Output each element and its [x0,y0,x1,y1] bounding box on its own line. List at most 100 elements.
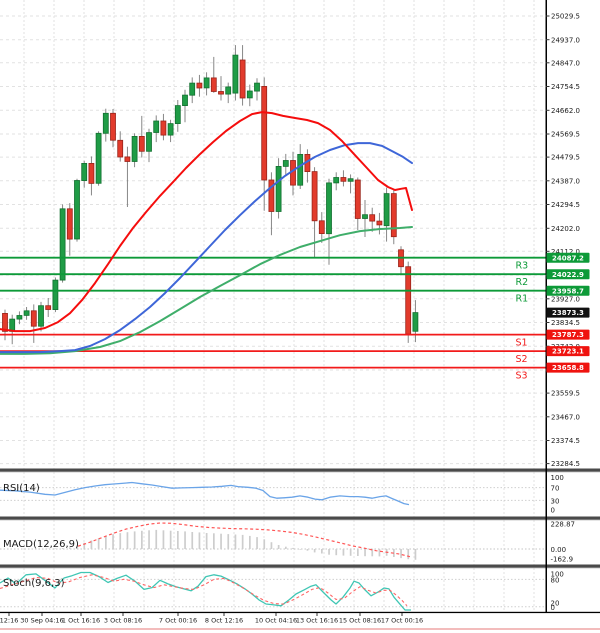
resistance-badge-r1 [546,285,590,296]
macd-histogram-bar [177,531,179,549]
candle [110,112,116,141]
candle [225,86,232,95]
candle [167,123,174,136]
time-tick-label: 10 Oct 04:16 [255,617,297,625]
candle [189,82,196,96]
candle [412,312,419,332]
candle [362,214,368,219]
time-tick-label: 7 Oct 00:16 [159,617,197,625]
macd-histogram-bar [400,549,402,559]
candle [138,135,145,152]
resistance-badge-r3 [546,252,590,263]
macd-histogram-bar [241,534,244,549]
candle [376,220,383,226]
macd-histogram-bar [141,530,143,549]
price-tick-label: 24569.5 [551,131,580,139]
support-label-s1: S1 [516,338,528,349]
candle [52,279,59,311]
current-price-badge-text: 23873.3 [552,309,584,317]
price-tick-label: 24387.0 [551,177,580,185]
panel-divider-edge [0,471,600,473]
candle [311,171,318,222]
macd-histogram-bar [162,530,165,549]
rsi-line [0,481,410,506]
candle [131,135,138,162]
rsi-scale-label: 100 [551,474,564,482]
candle [95,132,102,184]
panel-divider-edge [0,567,600,569]
time-tick-label: 17 Oct 00:16 [381,617,423,625]
panel-divider [0,468,600,472]
candle [297,153,304,186]
price-tick-label: 23834.5 [551,319,580,327]
macd-histogram-bar [270,542,273,549]
macd-signal-line [77,522,412,558]
macd-histogram-bar [69,547,71,549]
macd-histogram-bar [126,532,129,549]
resistance-badge-r2-text: 24022.9 [552,271,584,279]
macd-histogram-bar [328,549,330,555]
resistance-badge-r3-text: 24087.2 [552,254,584,262]
candle [333,177,340,184]
price-tick-label: 24112.0 [551,248,580,256]
macd-histogram-bar [112,534,114,549]
candle [16,315,23,320]
macd-histogram-bar [357,549,359,556]
support-badge-s2 [546,346,590,357]
macd-histogram-bar [105,535,107,549]
resistance-badge-r1-text: 23958.7 [552,287,584,295]
price-tick-label: 23467.0 [551,413,580,421]
candle [153,120,160,133]
price-tick-label: 25029.5 [551,13,580,21]
stoch-k-line [0,571,411,611]
macd-histogram-bar [234,534,237,549]
macd-histogram-bar [277,545,280,549]
macd-histogram-bar [213,533,215,549]
stoch-scale-label: 0 [551,604,555,612]
macd-histogram-bar [83,542,86,549]
time-tick-label: 30 Sep 04:16 [20,617,63,625]
candle [66,208,73,240]
support-badge-s1-text: 23787.3 [552,331,584,339]
candle [45,305,52,310]
candle [59,208,66,281]
rsi-scale-label: 30 [551,497,560,505]
macd-histogram-bar [364,549,366,557]
price-tick-label: 24294.5 [551,201,580,209]
macd-histogram-bar [292,547,294,549]
macd-histogram-bar [169,530,172,549]
candle [261,86,268,181]
panel-divider [0,516,600,520]
macd-histogram-bar [54,548,57,549]
macd-histogram-bar [191,532,194,549]
stoch-d-line [0,574,408,607]
stoch-scale-label: 100 [551,571,564,579]
ma-green-line [0,226,413,355]
macd-histogram-bar [321,549,323,554]
price-tick-label: 24479.5 [551,154,580,162]
macd-histogram-bar [119,533,122,549]
candle [268,179,275,212]
macd-histogram-bar [249,535,251,549]
support-label-s2: S2 [516,354,528,365]
candle [405,266,412,335]
macd-histogram-bar [90,540,93,549]
price-tick-label: 24937.0 [551,36,580,44]
time-tick-label: 3 Oct 08:16 [104,617,142,625]
macd-indicator-label: MACD(12,26,9) [3,539,79,550]
macd-scale-label: 228.87 [551,521,576,529]
stoch-indicator-label: Stoch(9,6,3) [3,578,65,589]
macd-scale-label: 0.00 [551,546,567,554]
price-tick-label: 23374.5 [551,437,580,445]
price-tick-label: 24662.0 [551,107,580,115]
rsi-scale-label: 70 [551,485,560,493]
candle [124,156,131,162]
candle [160,120,167,136]
candle [117,139,124,158]
macd-histogram-bar [378,549,381,557]
candle [239,59,246,99]
macd-histogram-bar [349,549,352,556]
time-tick-label: 1 Oct 16:16 [62,617,100,625]
